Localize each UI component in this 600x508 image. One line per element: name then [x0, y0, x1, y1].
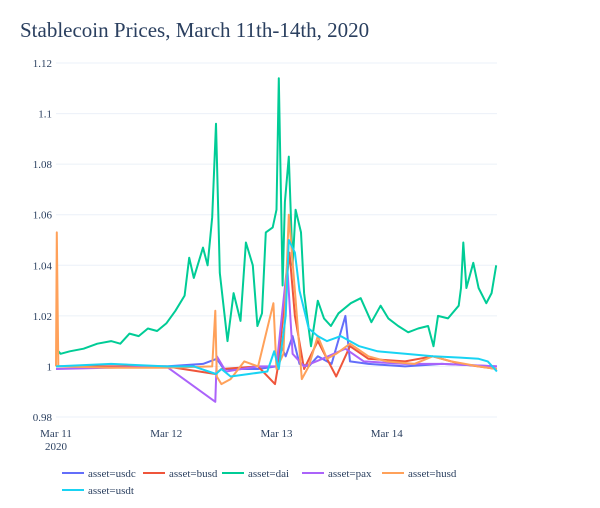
- x-tick-year: 2020: [45, 441, 68, 453]
- legend-label: asset=dai: [248, 468, 289, 480]
- y-tick-label: 1.04: [33, 260, 53, 272]
- y-tick-label: 1.06: [33, 210, 53, 222]
- y-tick-label: 1.1: [38, 109, 52, 121]
- y-tick-label: 1: [47, 361, 53, 373]
- legend-item-busd[interactable]: asset=busd: [143, 468, 218, 480]
- x-tick-label: Mar 12: [150, 428, 182, 440]
- x-tick-label: Mar 14: [371, 428, 404, 440]
- x-tick-label: Mar 13: [260, 428, 293, 440]
- legend-label: asset=usdc: [88, 468, 136, 480]
- y-tick-label: 1.02: [33, 311, 52, 323]
- series-line-dai: [55, 77, 498, 355]
- legend-item-pax[interactable]: asset=pax: [302, 468, 372, 480]
- series-line-pax: [55, 264, 497, 403]
- legend-item-husd[interactable]: asset=husd: [382, 468, 457, 480]
- x-tick-label: Mar 11: [40, 428, 72, 440]
- y-tick-label: 1.08: [33, 159, 53, 171]
- chart-title: Stablecoin Prices, March 11th-14th, 2020: [20, 18, 369, 42]
- y-tick-label: 0.98: [33, 412, 53, 424]
- series-line-usdt: [55, 239, 498, 378]
- legend-item-usdc[interactable]: asset=usdc: [62, 468, 136, 480]
- y-tick-label: 1.12: [33, 58, 52, 70]
- y-axis: 1.12 1.1 1.08 1.06 1.04 1.02 1 0.98: [33, 58, 53, 424]
- series-line-usdc: [56, 314, 497, 370]
- plot-area: [55, 77, 498, 403]
- legend-label: asset=busd: [169, 468, 218, 480]
- legend: asset=usdc asset=busd asset=dai asset=pax as…: [62, 468, 457, 497]
- legend-label: asset=pax: [328, 468, 372, 480]
- legend-label: asset=husd: [408, 468, 457, 480]
- legend-item-dai[interactable]: asset=dai: [222, 468, 289, 480]
- legend-label: asset=usdt: [88, 485, 134, 497]
- legend-item-usdt[interactable]: asset=usdt: [62, 485, 134, 497]
